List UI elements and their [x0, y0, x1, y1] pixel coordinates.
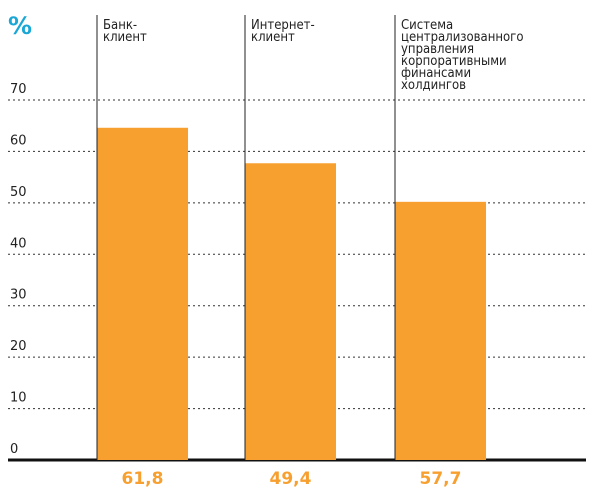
y-tick-label: 10: [10, 391, 27, 406]
category-label: Интернет- клиент: [251, 18, 315, 45]
bar: [97, 127, 188, 461]
y-tick-label: 70: [10, 82, 27, 97]
category-label: Система централизованного управления кор…: [401, 18, 524, 93]
unit-label: %: [8, 12, 32, 40]
bar-annotation: 61,8: [122, 469, 164, 489]
bar: [395, 201, 486, 461]
y-tick-label: 0: [10, 442, 18, 457]
y-tick-label: 60: [10, 133, 27, 148]
bar: [245, 163, 336, 460]
category-label: Банк- клиент: [103, 18, 147, 45]
bar-annotation: 57,7: [420, 469, 462, 489]
y-tick-label: 20: [10, 339, 27, 354]
y-tick-label: 50: [10, 185, 27, 200]
y-tick-label: 40: [10, 236, 27, 251]
y-tick-label: 30: [10, 288, 27, 303]
bar-annotation: 49,4: [270, 469, 312, 489]
